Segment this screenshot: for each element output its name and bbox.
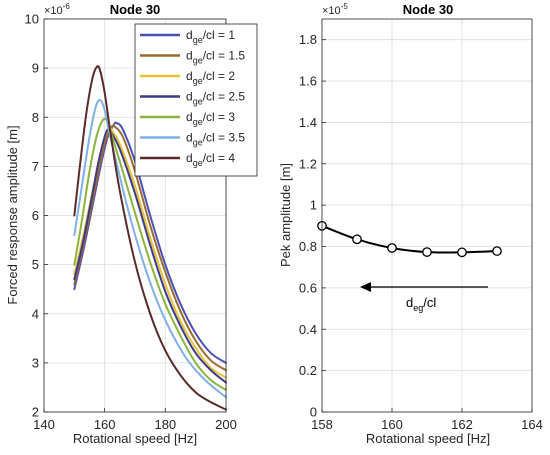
right-y-tick-label: 1 [310, 198, 317, 213]
right-x-tick-label: 160 [381, 417, 403, 432]
legend-label: dge/cl = 2.5 [186, 90, 245, 107]
right-x-tick-label: 158 [311, 417, 333, 432]
left-y-tick-label: 2 [32, 405, 39, 420]
right-data-point [352, 234, 362, 245]
left-x-axis-label: Rotational speed [Hz] [73, 431, 197, 446]
left-series-line [73, 117, 227, 391]
left-series-line [73, 99, 227, 399]
left-series-line [73, 124, 227, 372]
annotation-label: deg/cl [406, 295, 436, 313]
right-y-axis-label: Pek amplitude [m] [278, 163, 293, 267]
right-data-point [387, 243, 397, 253]
legend-label: dge/cl = 3 [186, 110, 235, 127]
right-y-tick-label: 0 [310, 405, 317, 420]
legend-label: dge/cl = 1 [186, 28, 235, 45]
left-chart: 140 160 180 200 2 3 4 5 6 7 8 9 10 Node 30 Rotation… [5, 2, 258, 446]
right-y-tick-label: 0.6 [299, 280, 317, 295]
right-annotation: deg/cl [360, 282, 488, 313]
right-y-tick-label: 0.2 [299, 363, 317, 378]
right-data-point [492, 246, 502, 256]
left-series-group [73, 65, 227, 411]
right-data-point [457, 247, 467, 258]
left-legend: dge/cl = 1 dge/cl = 1.5 dge/cl = 2 dge/cl =… [134, 23, 258, 177]
left-exponent-label: ×10-6 [44, 2, 70, 17]
right-y-tick-label: 0.4 [299, 322, 317, 337]
left-x-tick-label: 140 [33, 417, 55, 432]
right-exponent-label: ×10-5 [322, 2, 348, 17]
left-y-tick-label: 10 [25, 12, 39, 27]
right-plot-area [322, 19, 532, 412]
legend-label: dge/cl = 1.5 [186, 49, 245, 66]
legend-label: dge/cl = 3.5 [186, 131, 245, 148]
left-y-tick-label: 3 [32, 355, 39, 370]
legend-label: dge/cl = 2 [186, 69, 235, 86]
left-x-tick-label: 160 [94, 417, 116, 432]
left-y-tick-label: 5 [32, 257, 39, 272]
left-legend-entries: dge/cl = 1 dge/cl = 1.5 dge/cl = 2 dge/cl =… [140, 28, 245, 168]
left-y-axis-label: Forced response amplitude [m] [5, 125, 20, 304]
left-y-tick-label: 6 [32, 208, 39, 223]
right-y-tick-label: 1.4 [299, 115, 317, 130]
left-plot-frame [43, 18, 227, 413]
right-x-tick-label: 164 [521, 417, 543, 432]
left-x-tick-label: 180 [154, 417, 176, 432]
right-y-tick-label: 0.8 [299, 239, 317, 254]
right-plot-frame [321, 18, 533, 413]
direction-arrow-head-icon [360, 282, 371, 292]
left-y-tick-label: 4 [32, 306, 39, 321]
legend-label: dge/cl = 4 [186, 151, 235, 168]
left-series-line [73, 65, 227, 411]
left-x-tick-label: 200 [215, 417, 237, 432]
right-y-tick-label: 1.6 [299, 74, 317, 89]
right-x-tick-label: 162 [451, 417, 473, 432]
right-y-tick-labels: 0 0.2 0.4 0.6 0.8 1 1.2 1.4 1.6 1.8 [299, 32, 317, 419]
right-chart: 158 160 162 164 00.20.40.60.811.21.41.61.8 … [278, 2, 543, 446]
right-series-group [317, 220, 502, 258]
right-x-tick-labels: 158 160 162 164 [311, 417, 543, 432]
left-x-tick-labels: 140 160 180 200 [33, 417, 237, 432]
left-series-line [73, 128, 227, 384]
left-y-tick-label: 9 [32, 61, 39, 76]
left-chart-title: Node 30 [110, 2, 161, 17]
left-y-tick-label: 7 [32, 159, 39, 174]
right-y-tick-label: 1.8 [299, 32, 317, 47]
right-y-tick-label: 1.2 [299, 156, 317, 171]
left-y-tick-label: 8 [32, 110, 39, 125]
left-legend-box [134, 23, 258, 177]
right-x-axis-label: Rotational speed [Hz] [366, 431, 490, 446]
right-chart-title: Node 30 [403, 2, 454, 17]
right-data-point [422, 247, 432, 257]
left-y-tick-labels: 2 3 4 5 6 7 8 9 10 [25, 12, 39, 420]
